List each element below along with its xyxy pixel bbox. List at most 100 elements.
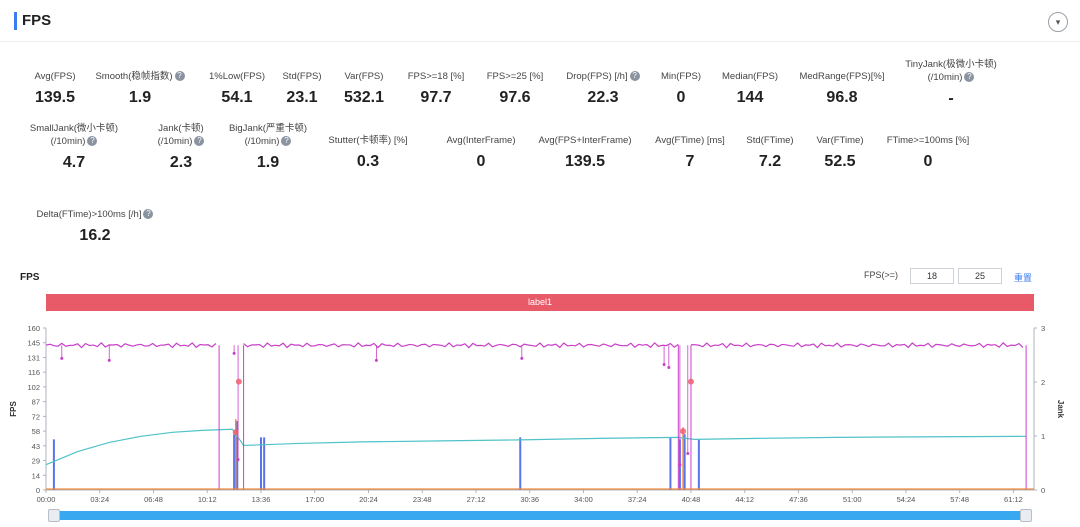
- jank-marker: [232, 429, 239, 436]
- x-tick-label: 47:36: [789, 495, 808, 504]
- fps-line: [690, 341, 1024, 349]
- metric-var-ftime: Var(FTime) 52.5: [770, 134, 910, 171]
- scrollbar-right-handle[interactable]: [1020, 509, 1032, 522]
- y-tick-label: 87: [32, 398, 40, 407]
- help-icon[interactable]: ?: [629, 71, 640, 82]
- metric-std-ftime: Std(FTime) 7.2: [700, 134, 840, 171]
- header-accent-bar: [14, 12, 17, 30]
- metric-fps-interframe: Avg(FPS+InterFrame) 139.5: [515, 134, 655, 171]
- fps-drop-point: [60, 356, 64, 360]
- metric-label: Avg(InterFrame): [446, 135, 516, 146]
- metric-value: 532.1: [343, 89, 385, 106]
- metric-label: FPS>=25 [%]: [486, 71, 544, 82]
- help-icon[interactable]: ?: [281, 136, 292, 147]
- help-icon[interactable]: ?: [964, 72, 975, 83]
- metric-value: 139.5: [34, 89, 76, 106]
- metric-label-unit: (/10min)?: [4, 135, 144, 148]
- metric-label: Min(FPS): [660, 71, 702, 82]
- x-tick-label: 23:48: [413, 495, 432, 504]
- y-tick-label: 145: [27, 339, 40, 348]
- y-tick-label: 72: [32, 412, 40, 421]
- metric-low1: 1%Low(FPS) 54.1: [167, 70, 307, 107]
- metric-median: Median(FPS) 144: [680, 70, 820, 107]
- metric-label: Avg(FTime) [ms]: [655, 135, 725, 146]
- x-tick-label: 57:48: [950, 495, 969, 504]
- metric-drop: Drop(FPS) [/h]? 22.3: [533, 70, 673, 107]
- section-title: FPS: [22, 12, 52, 29]
- metric-label: Std(FTime): [746, 135, 794, 146]
- metric-bigjank: BigJank(严重卡顿) (/10min)? 1.9: [198, 122, 338, 172]
- metric-var-fps: Var(FPS) 532.1: [294, 70, 434, 107]
- metric-value: 139.5: [564, 153, 606, 170]
- metric-min-fps: Min(FPS) 0: [611, 70, 751, 107]
- x-tick-label: 40:48: [682, 495, 701, 504]
- y2-tick-label: 3: [1041, 324, 1045, 333]
- metric-label: SmallJank(微小卡顿): [29, 123, 119, 134]
- fps-drop-point: [662, 362, 666, 366]
- fps-drop-point: [678, 463, 682, 467]
- metric-label: Delta(FTime)>100ms [/h]?: [25, 208, 165, 221]
- help-icon[interactable]: ?: [174, 71, 185, 82]
- metric-label: Avg(FPS+InterFrame): [538, 135, 632, 146]
- metric-value: 1.9: [256, 154, 280, 171]
- y-tick-label: 160: [27, 324, 40, 333]
- x-tick-label: 30:36: [520, 495, 539, 504]
- metric-label-unit: (/10min)?: [111, 135, 251, 148]
- fps-chart[interactable]: 160 145 131 116 102 87 72 58 43 29 14 0 3 2 1 0 FPS Jank 0…: [0, 318, 1080, 527]
- metric-value: 96.8: [826, 89, 858, 106]
- y-tick-label: 0: [36, 486, 40, 495]
- help-icon[interactable]: ?: [194, 136, 205, 147]
- fps-threshold-input-1[interactable]: 18: [910, 268, 954, 284]
- metric-value: 16.2: [79, 227, 111, 244]
- fps-filter-label: FPS(>=): [864, 270, 899, 280]
- metric-label: Avg(FPS): [34, 71, 76, 82]
- collapse-chevron-icon[interactable]: ▾: [1048, 12, 1068, 32]
- metric-ftime100: FTime>=100ms [%] 0: [858, 134, 998, 171]
- x-tick-label: 10:12: [198, 495, 217, 504]
- metric-avg-fps: Avg(FPS) 139.5: [0, 70, 125, 107]
- y2-tick-label: 2: [1041, 378, 1045, 387]
- fps-drop-point: [107, 358, 111, 362]
- x-tick-label: 27:12: [467, 495, 486, 504]
- x-tick-label: 03:24: [90, 495, 109, 504]
- metric-std-fps: Std(FPS) 23.1: [232, 70, 372, 107]
- metric-value: 7.2: [758, 153, 782, 170]
- metric-fps25: FPS>=25 [%] 97.6: [445, 70, 585, 107]
- metric-interframe: Avg(InterFrame) 0: [411, 134, 551, 171]
- label-band[interactable]: label1: [46, 294, 1034, 311]
- metric-value: 97.6: [499, 89, 531, 106]
- jank-marker: [235, 378, 242, 385]
- metric-avg-ftime: Avg(FTime) [ms] 7: [620, 134, 760, 171]
- metric-value: 0: [676, 89, 686, 106]
- scrollbar-left-handle[interactable]: [48, 509, 60, 522]
- y-tick-label: 29: [32, 457, 40, 466]
- metric-value: 4.7: [62, 154, 86, 171]
- fps-drop-point: [236, 458, 240, 462]
- metric-value: 7: [685, 153, 695, 170]
- metric-medrange: MedRange(FPS)[%] 96.8: [772, 70, 912, 107]
- fps-threshold-input-2[interactable]: 25: [958, 268, 1002, 284]
- metric-label: Var(FTime): [816, 135, 864, 146]
- x-tick-label: 61:12: [1004, 495, 1023, 504]
- metric-jank: Jank(卡顿) (/10min)? 2.3: [111, 122, 251, 172]
- jank-marker: [680, 428, 687, 435]
- metric-label: Drop(FPS) [/h]?: [533, 70, 673, 83]
- fps-section-header: FPS ▾: [0, 0, 1080, 42]
- x-tick-label: 13:36: [252, 495, 271, 504]
- timeline-scrollbar[interactable]: [50, 511, 1030, 520]
- y-axis-title: FPS: [9, 401, 18, 417]
- metric-label: FTime>=100ms [%]: [886, 135, 970, 146]
- metric-value: 0: [476, 153, 486, 170]
- fps-drop-point: [667, 365, 671, 369]
- reset-link[interactable]: 重置: [1014, 273, 1033, 283]
- metric-label: Std(FPS): [282, 71, 322, 82]
- x-tick-label: 44:12: [735, 495, 754, 504]
- help-icon[interactable]: ?: [143, 209, 154, 220]
- fps-line: [45, 342, 217, 349]
- metric-stutter: Stutter(卡顿率) [%] 0.3: [298, 134, 438, 171]
- metric-value: 54.1: [221, 89, 253, 106]
- metric-label: Stutter(卡顿率) [%]: [328, 135, 408, 146]
- metric-value: 23.1: [286, 89, 318, 106]
- smooth-line: [45, 428, 1027, 466]
- help-icon[interactable]: ?: [87, 136, 98, 147]
